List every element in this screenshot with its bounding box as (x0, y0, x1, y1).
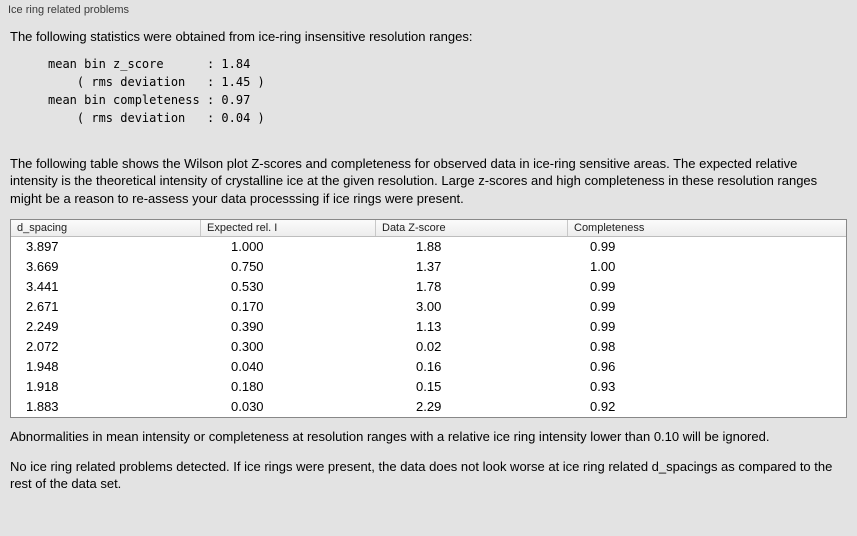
table-row[interactable]: 2.249 0.390 1.13 0.99 (11, 317, 846, 337)
table-cell: 2.671 (26, 299, 59, 314)
table-cell: 1.918 (26, 379, 59, 394)
panel-content: The following statistics were obtained f… (0, 16, 857, 493)
table-cell: 0.92 (590, 399, 616, 414)
table-row[interactable]: 3.669 0.750 1.37 1.00 (11, 257, 846, 277)
table-cell: 2.29 (416, 399, 442, 414)
table-cell: 1.13 (416, 319, 442, 334)
table-row[interactable]: 2.072 0.300 0.02 0.98 (11, 337, 846, 357)
table-cell: 3.00 (416, 299, 442, 314)
table-description-text: The following table shows the Wilson plo… (10, 155, 818, 206)
table-cell: 2.249 (26, 319, 59, 334)
ice-ring-table: d_spacing Expected rel. I Data Z-score Comp… (10, 219, 847, 418)
table-cell: 0.16 (416, 359, 442, 374)
table-body: 3.897 1.000 1.88 0.99 3.669 0.750 1.37 1.00 3.44… (11, 237, 846, 417)
panel-title: Ice ring related problems (8, 4, 130, 16)
table-cell: 0.750 (231, 259, 264, 274)
table-cell: 1.948 (26, 359, 59, 374)
table-cell: 0.99 (590, 279, 616, 294)
table-row[interactable]: 2.671 0.170 3.00 0.99 (11, 297, 846, 317)
table-cell: 1.78 (416, 279, 442, 294)
table-column-header[interactable]: Data Z-score (376, 220, 568, 236)
table-cell: 0.170 (231, 299, 264, 314)
table-cell: 0.15 (416, 379, 442, 394)
table-cell: 1.88 (416, 239, 442, 254)
table-row[interactable]: 1.918 0.180 0.15 0.93 (11, 377, 846, 397)
table-cell: 0.02 (416, 339, 442, 354)
table-cell: 3.441 (26, 279, 59, 294)
table-row[interactable]: 3.441 0.530 1.78 0.99 (11, 277, 846, 297)
table-row[interactable]: 1.948 0.040 0.16 0.96 (11, 357, 846, 377)
table-cell: 1.883 (26, 399, 59, 414)
table-row[interactable]: 3.897 1.000 1.88 0.99 (11, 237, 846, 257)
table-cell: 0.390 (231, 319, 264, 334)
table-cell: 0.98 (590, 339, 616, 354)
table-cell: 3.669 (26, 259, 59, 274)
table-column-header[interactable]: Expected rel. I (201, 220, 376, 236)
table-cell: 0.180 (231, 379, 264, 394)
table-cell: 1.00 (590, 259, 616, 274)
table-cell: 1.37 (416, 259, 442, 274)
table-cell: 2.072 (26, 339, 59, 354)
table-cell: 1.000 (231, 239, 264, 254)
table-cell: 0.99 (590, 239, 616, 254)
conclusion-text: No ice ring related problems detected. I… (10, 458, 833, 492)
table-column-header[interactable]: d_spacing (11, 220, 201, 236)
abnormalities-note-text: Abnormalities in mean intensity or compl… (10, 429, 770, 444)
table-column-header[interactable]: Completeness (574, 222, 645, 234)
table-cell: 0.96 (590, 359, 616, 374)
table-cell: 0.99 (590, 299, 616, 314)
table-cell: 0.300 (231, 339, 264, 354)
ice-ring-panel: Ice ring related problems The following … (0, 4, 857, 493)
table-cell: 0.030 (231, 399, 264, 414)
stats-intro-text: The following statistics were obtained f… (10, 29, 473, 44)
table-header-row: d_spacing Expected rel. I Data Z-score Comp… (11, 220, 846, 237)
table-cell: 0.93 (590, 379, 616, 394)
table-cell: 0.99 (590, 319, 616, 334)
stats-summary-block: mean bin z_score : 1.84 ( rms deviation … (48, 56, 265, 125)
table-row[interactable]: 1.883 0.030 2.29 0.92 (11, 397, 846, 417)
table-cell: 3.897 (26, 239, 59, 254)
table-cell: 0.040 (231, 359, 264, 374)
table-cell: 0.530 (231, 279, 264, 294)
